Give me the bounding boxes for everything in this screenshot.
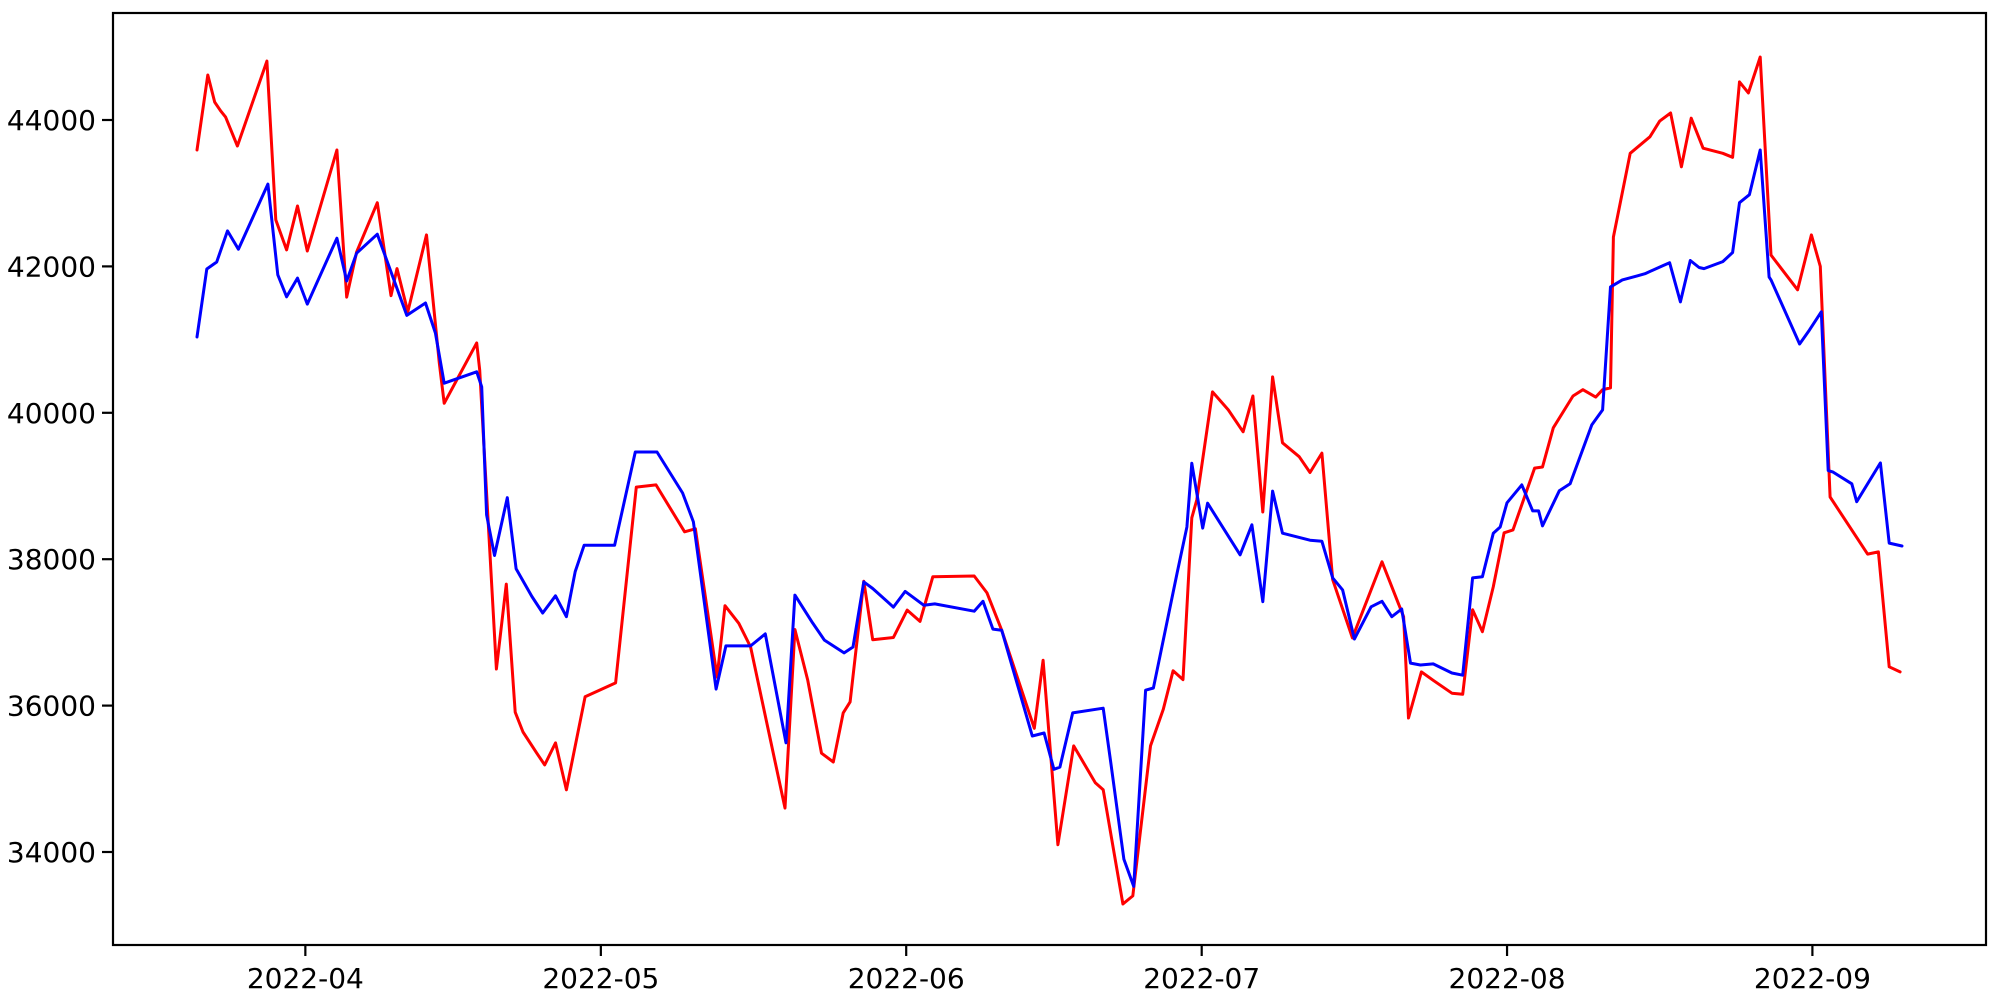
axes-layer: 34000 36000 38000 40000 42000 44000 2022-04 202… [7, 104, 1871, 995]
y-tick-label: 44000 [7, 104, 96, 137]
red-series-line [195, 55, 1902, 906]
blue-series-line [195, 148, 1904, 888]
x-tick-label: 2022-05 [542, 962, 659, 995]
plot-border [111, 11, 1988, 947]
x-tick-label: 2022-09 [1754, 962, 1871, 995]
x-tick-label: 2022-06 [848, 962, 965, 995]
y-tick-label: 42000 [7, 250, 96, 283]
x-tick-label: 2022-08 [1449, 962, 1566, 995]
y-tick-label: 38000 [7, 543, 96, 576]
y-tick-label: 34000 [7, 836, 96, 869]
x-tick-label: 2022-07 [1143, 962, 1260, 995]
y-tick-label: 36000 [7, 690, 96, 723]
x-tick-label: 2022-04 [247, 962, 364, 995]
y-tick-label: 40000 [7, 397, 96, 430]
series-layer [195, 55, 1904, 906]
